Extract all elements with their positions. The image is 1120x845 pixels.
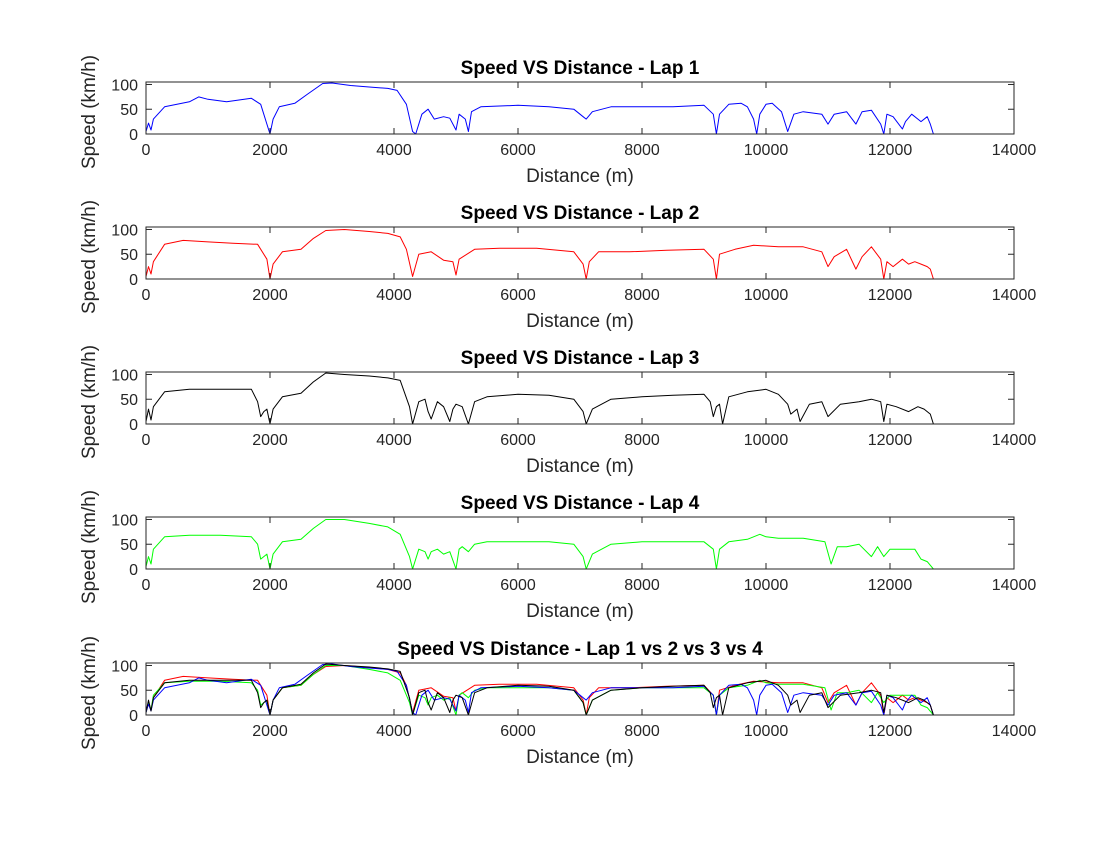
y-axis-label: Speed (km/h) xyxy=(79,200,100,314)
x-tick-label: 12000 xyxy=(868,432,913,449)
axes-box xyxy=(145,81,1015,135)
y-axis-label: Speed (km/h) xyxy=(79,490,100,604)
x-axis-label: Distance (m) xyxy=(526,166,634,187)
x-tick-label: 14000 xyxy=(992,577,1037,594)
x-tick-label: 12000 xyxy=(868,723,913,740)
x-tick-label: 14000 xyxy=(992,287,1037,304)
chart-3: Speed VS Distance - Lap 3 0 2000 4000 6000 80… xyxy=(79,345,1036,477)
y-tick-label: 0 xyxy=(129,708,138,725)
plot-area xyxy=(146,229,934,279)
x-tick-label: 4000 xyxy=(376,723,412,740)
plot-area xyxy=(146,663,934,715)
plot-area xyxy=(146,82,934,134)
y-tick-label: 50 xyxy=(120,392,138,409)
y-tick-label: 50 xyxy=(120,683,138,700)
x-tick-label: 4000 xyxy=(376,287,412,304)
y-tick-label: 100 xyxy=(111,77,138,94)
plot-area xyxy=(146,519,934,569)
y-tick-label: 50 xyxy=(120,247,138,264)
x-tick-label: 14000 xyxy=(992,723,1037,740)
x-tick-label: 6000 xyxy=(500,723,536,740)
x-tick-label: 10000 xyxy=(744,577,789,594)
x-tick-label: 10000 xyxy=(744,723,789,740)
x-tick-label: 0 xyxy=(142,577,151,594)
y-tick-label: 0 xyxy=(129,272,138,289)
y-tick-label: 0 xyxy=(129,562,138,579)
y-tick-label: 100 xyxy=(111,658,138,675)
x-tick-label: 0 xyxy=(142,287,151,304)
chart-4: Speed VS Distance - Lap 4 0 2000 4000 6000 80… xyxy=(79,490,1036,622)
axes-box xyxy=(145,516,1015,570)
x-tick-label: 8000 xyxy=(624,287,660,304)
x-tick-label: 12000 xyxy=(868,577,913,594)
x-tick-label: 6000 xyxy=(500,432,536,449)
chart-title: Speed VS Distance - Lap 1 vs 2 vs 3 vs 4 xyxy=(397,639,763,660)
y-tick-label: 100 xyxy=(111,222,138,239)
series-line-4 xyxy=(146,663,934,715)
axes-box xyxy=(145,662,1015,716)
x-axis-label: Distance (m) xyxy=(526,747,634,768)
chart-title: Speed VS Distance - Lap 2 xyxy=(461,203,700,224)
y-tick-label: 0 xyxy=(129,127,138,144)
x-tick-label: 0 xyxy=(142,723,151,740)
y-tick-label: 0 xyxy=(129,417,138,434)
x-tick-label: 10000 xyxy=(744,142,789,159)
axes-box xyxy=(145,226,1015,280)
x-tick-label: 2000 xyxy=(252,287,288,304)
x-tick-label: 2000 xyxy=(252,577,288,594)
x-tick-label: 14000 xyxy=(992,142,1037,159)
chart-1: Speed VS Distance - Lap 1 0 2000 4000 6000 80… xyxy=(79,55,1036,187)
x-tick-label: 6000 xyxy=(500,577,536,594)
x-tick-label: 4000 xyxy=(376,432,412,449)
y-axis-label: Speed (km/h) xyxy=(79,345,100,459)
chart-title: Speed VS Distance - Lap 1 xyxy=(461,58,700,79)
x-tick-label: 4000 xyxy=(376,577,412,594)
x-tick-label: 12000 xyxy=(868,142,913,159)
x-tick-label: 4000 xyxy=(376,142,412,159)
x-tick-label: 12000 xyxy=(868,287,913,304)
y-axis-label: Speed (km/h) xyxy=(79,55,100,169)
x-tick-label: 6000 xyxy=(500,142,536,159)
x-tick-label: 2000 xyxy=(252,142,288,159)
x-tick-label: 10000 xyxy=(744,432,789,449)
series-line-1 xyxy=(146,82,934,134)
x-tick-label: 8000 xyxy=(624,432,660,449)
x-tick-label: 8000 xyxy=(624,723,660,740)
series-line-1 xyxy=(146,519,934,569)
series-line-1 xyxy=(146,229,934,279)
y-axis-label: Speed (km/h) xyxy=(79,636,100,750)
x-tick-label: 6000 xyxy=(500,287,536,304)
series-line-3 xyxy=(146,663,934,715)
y-tick-label: 100 xyxy=(111,367,138,384)
x-axis-label: Distance (m) xyxy=(526,456,634,477)
chart-2: Speed VS Distance - Lap 2 0 2000 4000 6000 80… xyxy=(79,200,1036,332)
x-axis-label: Distance (m) xyxy=(526,311,634,332)
x-tick-label: 8000 xyxy=(624,142,660,159)
x-tick-label: 10000 xyxy=(744,287,789,304)
x-axis-label: Distance (m) xyxy=(526,601,634,622)
x-tick-label: 0 xyxy=(142,142,151,159)
x-tick-label: 2000 xyxy=(252,723,288,740)
x-tick-label: 2000 xyxy=(252,432,288,449)
y-tick-label: 50 xyxy=(120,537,138,554)
y-tick-label: 100 xyxy=(111,512,138,529)
plot-area xyxy=(146,372,934,424)
chart-5: Speed VS Distance - Lap 1 vs 2 vs 3 vs 4… xyxy=(79,636,1036,768)
series-line-1 xyxy=(146,665,934,715)
x-tick-label: 14000 xyxy=(992,432,1037,449)
x-tick-label: 0 xyxy=(142,432,151,449)
series-line-1 xyxy=(146,372,934,424)
y-tick-label: 50 xyxy=(120,102,138,119)
chart-title: Speed VS Distance - Lap 3 xyxy=(461,348,700,369)
chart-title: Speed VS Distance - Lap 4 xyxy=(461,493,700,514)
axes-box xyxy=(145,371,1015,425)
x-tick-label: 8000 xyxy=(624,577,660,594)
